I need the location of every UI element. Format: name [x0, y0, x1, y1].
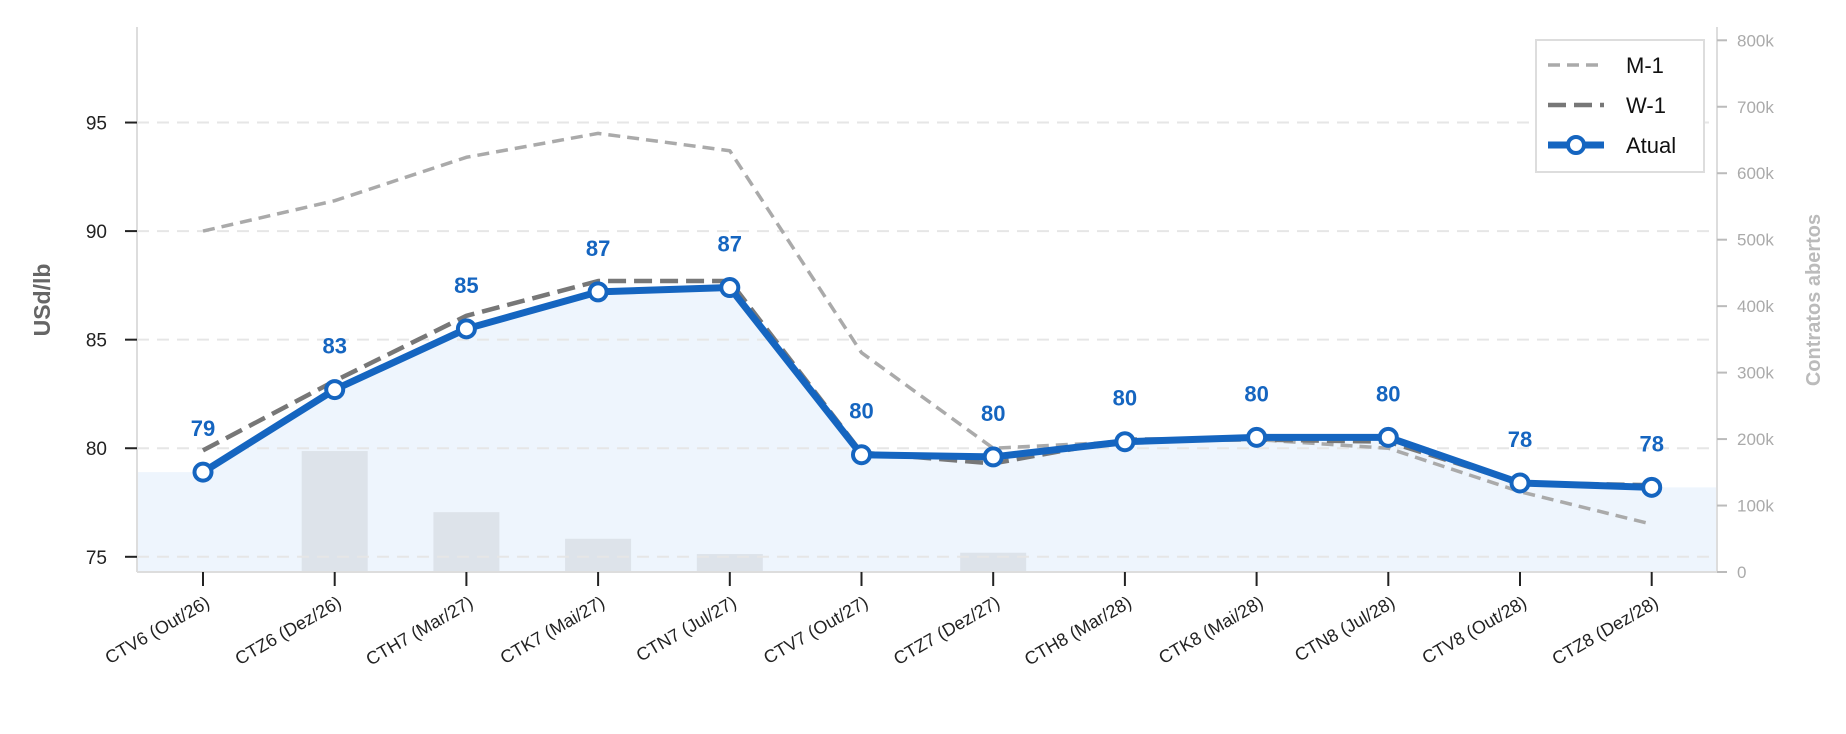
data-point — [851, 444, 872, 466]
y-tick-label: 95 — [86, 114, 107, 135]
data-label: 83 — [322, 334, 346, 359]
data-label: 80 — [1244, 381, 1268, 406]
secondary-y-axis-label: Contratos abertos — [1803, 214, 1825, 386]
data-point — [324, 379, 346, 401]
legend-marker — [1566, 135, 1586, 155]
area-fill — [137, 287, 1717, 572]
data-label: 80 — [981, 401, 1005, 426]
data-point — [455, 318, 477, 340]
open-interest-bar — [433, 512, 500, 572]
y2-tick-label: 300k — [1737, 364, 1774, 383]
y2-tick-label: 500k — [1737, 231, 1774, 250]
series-lines — [192, 131, 1663, 526]
y2-tick-label: 0 — [1737, 563, 1746, 582]
data-point — [1641, 476, 1663, 498]
data-label: 78 — [1639, 431, 1663, 456]
y-axis-label: USd/lb — [29, 264, 55, 337]
legend-label: Atual — [1626, 133, 1676, 158]
data-point — [587, 281, 609, 303]
area-fill-layer — [137, 287, 1717, 572]
y2-tick-label: 200k — [1737, 430, 1774, 449]
data-labels: 79 83 85 87 87 80 80 80 80 80 78 78 — [191, 232, 1664, 457]
series-line-atual — [199, 284, 1656, 491]
y-tick-label: 85 — [86, 331, 107, 352]
legend: M-1 W-1 Atual — [1535, 39, 1705, 173]
y2-tick-label: 600k — [1737, 164, 1774, 183]
data-point — [1377, 426, 1399, 448]
data-label: 79 — [191, 416, 215, 441]
legend-label: W-1 — [1626, 93, 1666, 118]
y2-tick-label: 100k — [1737, 497, 1774, 516]
y-tick-label: 75 — [86, 548, 107, 569]
open-interest-bar — [301, 451, 368, 572]
y2-tick-label: 800k — [1737, 31, 1774, 50]
data-label: 87 — [718, 232, 742, 257]
data-point — [192, 461, 214, 483]
data-label: 85 — [454, 273, 478, 298]
data-point — [1114, 431, 1136, 453]
legend-label: M-1 — [1626, 53, 1664, 78]
data-point — [1246, 426, 1268, 448]
y-tick-label: 80 — [86, 439, 107, 460]
data-label: 80 — [849, 399, 873, 424]
data-label: 80 — [1376, 381, 1400, 406]
open-interest-bars — [301, 451, 1027, 572]
open-interest-bar — [565, 538, 632, 572]
y2-tick-label: 400k — [1737, 297, 1774, 316]
open-interest-bar — [696, 554, 763, 572]
open-interest-bar — [960, 552, 1027, 572]
data-point — [1509, 472, 1531, 494]
series-line-m-1 — [202, 131, 1653, 526]
data-point — [982, 446, 1004, 468]
y-tick-label: 90 — [86, 222, 107, 243]
data-label: 87 — [586, 236, 610, 261]
y2-tick-label: 700k — [1737, 98, 1774, 117]
data-label: 80 — [1113, 386, 1137, 411]
data-point — [719, 277, 741, 299]
grid-lines — [137, 121, 1717, 558]
data-label: 78 — [1508, 427, 1532, 452]
